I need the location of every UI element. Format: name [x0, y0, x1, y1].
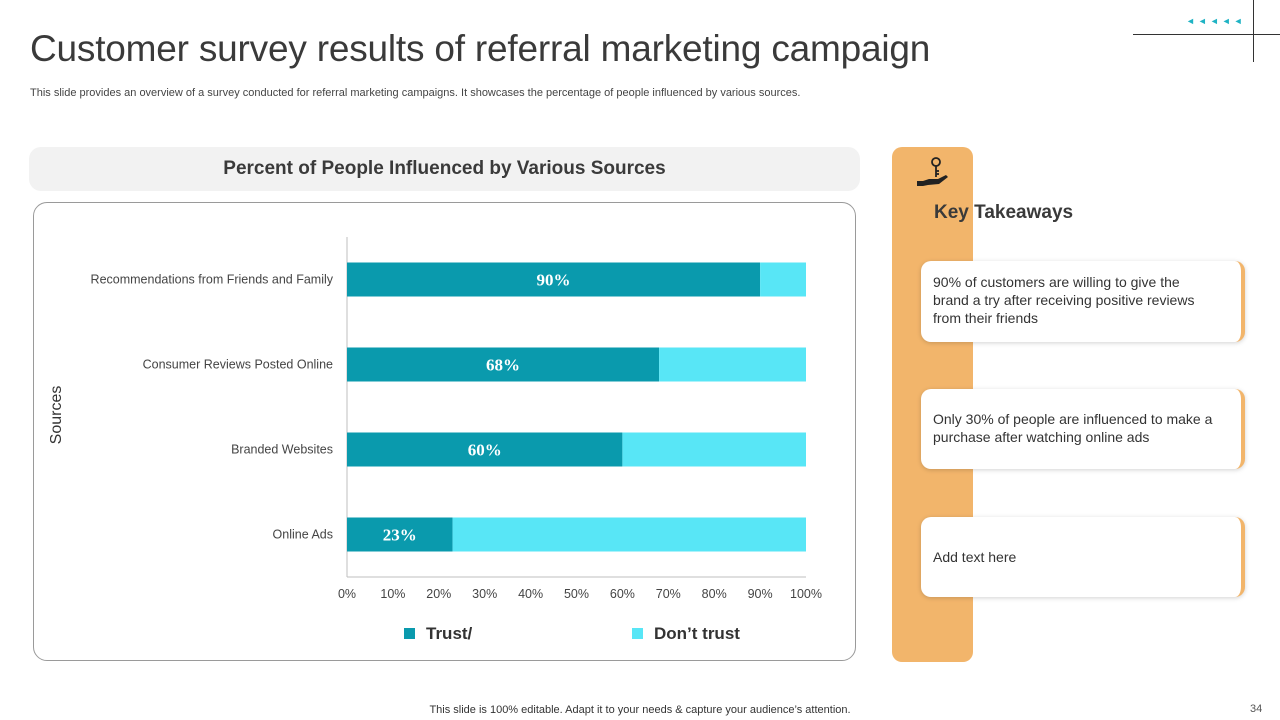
chart-title: Percent of People Influenced by Various … — [29, 147, 860, 191]
category-label-4: Online Ads — [273, 528, 333, 542]
footer-note: This slide is 100% editable. Adapt it to… — [429, 704, 851, 716]
data-label-4: 23% — [383, 526, 417, 545]
legend-swatch-dont-trust — [632, 628, 643, 639]
takeaway-card-2: Only 30% of people are influenced to mak… — [921, 389, 1245, 469]
bar-dont-trust-2 — [659, 347, 806, 382]
data-label-1: 90% — [537, 271, 571, 290]
data-label-3: 60% — [468, 441, 502, 460]
bar-dont-trust-4 — [452, 517, 806, 552]
x-tick-label-9: 90% — [748, 587, 773, 601]
page-title: Customer survey results of referral mark… — [30, 28, 931, 69]
bar-trust-3 — [347, 432, 623, 467]
bar-dont-trust-3 — [622, 432, 806, 467]
x-tick-label-1: 10% — [380, 587, 405, 601]
decor-vertical-line — [1253, 0, 1254, 62]
x-tick-label-5: 50% — [564, 587, 589, 601]
bar-dont-trust-1 — [760, 262, 806, 297]
decor-horizontal-line — [1133, 34, 1280, 35]
page-number: 34 — [1250, 703, 1263, 715]
x-tick-label-6: 60% — [610, 587, 635, 601]
x-tick-label-3: 30% — [472, 587, 497, 601]
decor-arrows-icon: ◄◄◄◄◄ — [1186, 16, 1246, 26]
data-label-2: 68% — [486, 356, 520, 375]
x-tick-label-0: 0% — [338, 587, 356, 601]
category-label-3: Branded Websites — [231, 443, 333, 457]
key-takeaways-title: Key Takeaways — [934, 202, 1074, 223]
x-tick-label-10: 100% — [790, 587, 822, 601]
y-axis-title: Sources — [48, 386, 65, 445]
x-tick-label-7: 70% — [656, 587, 681, 601]
hand-holding-key-icon — [917, 157, 948, 186]
legend-label-trust: Trust/ — [426, 624, 473, 643]
takeaway-text-2: Only 30% of people are influenced to mak… — [933, 411, 1213, 445]
takeaway-text-1: 90% of customers are willing to give the… — [933, 274, 1195, 326]
takeaway-text-3: Add text here — [933, 549, 1017, 565]
takeaway-card-3: Add text here — [921, 517, 1245, 597]
x-tick-label-2: 20% — [426, 587, 451, 601]
x-tick-label-4: 40% — [518, 587, 543, 601]
bar-trust-2 — [347, 347, 660, 382]
category-label-2: Consumer Reviews Posted Online — [143, 358, 333, 372]
bar-trust-1 — [347, 262, 761, 297]
legend-label-dont-trust: Don’t trust — [654, 624, 740, 643]
legend-swatch-trust — [404, 628, 415, 639]
takeaway-card-1: 90% of customers are willing to give the… — [921, 261, 1245, 342]
x-tick-label-8: 80% — [702, 587, 727, 601]
bar-chart: Recommendations from Friends and Family 9… — [48, 237, 822, 643]
chart-container: Recommendations from Friends and Family 9… — [33, 202, 856, 661]
category-label-1: Recommendations from Friends and Family — [91, 273, 334, 287]
bar-trust-4 — [347, 517, 453, 552]
page-subtitle: This slide provides an overview of a sur… — [30, 87, 801, 99]
